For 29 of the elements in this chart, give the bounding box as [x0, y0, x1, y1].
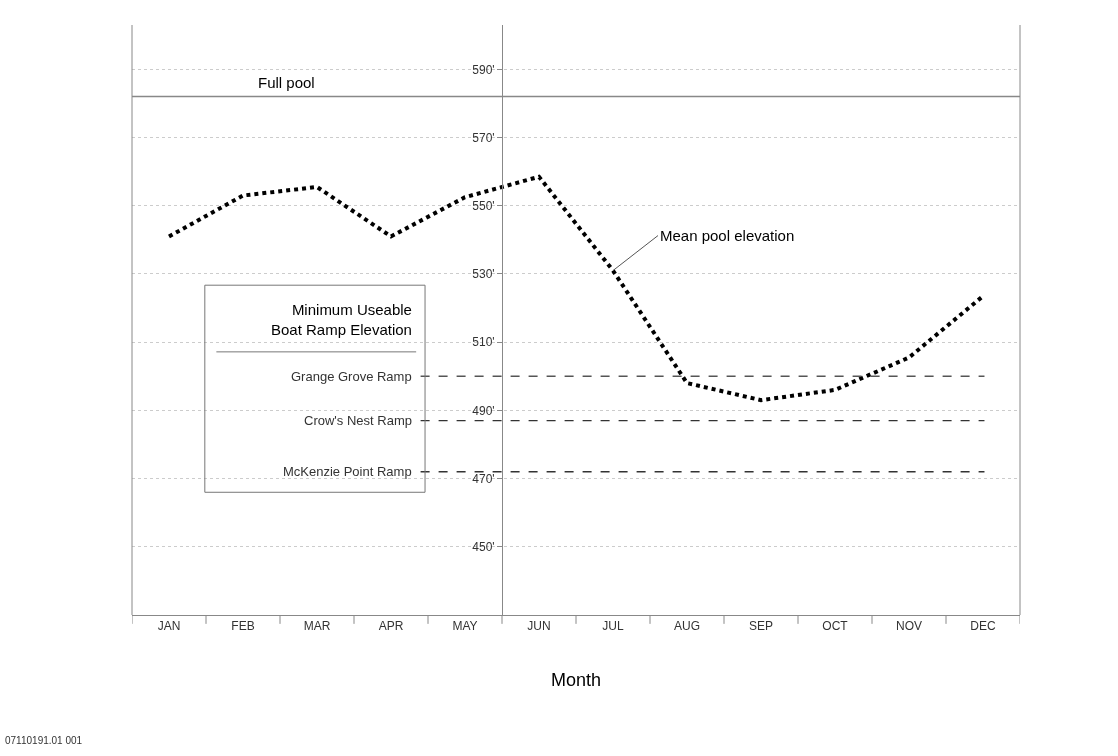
x-tick-label: JUN: [527, 619, 551, 634]
y-tick-label: 510': [472, 335, 495, 350]
line-series: [167, 174, 985, 403]
y-tick-label: 530': [472, 267, 495, 282]
y-tick-label: 490': [472, 403, 495, 418]
x-tick-label: MAY: [452, 619, 478, 634]
x-axis-title: Month: [550, 669, 602, 690]
x-tick-label: JUL: [602, 619, 624, 634]
ref-line-label: Full pool: [258, 74, 315, 91]
legend-title: Minimum Useable Boat Ramp Elevation: [271, 301, 412, 338]
text: Mean pool elevation: [660, 227, 795, 244]
x-tick-label: MAR: [303, 619, 331, 634]
x-tick-label: FEB: [231, 619, 255, 634]
x-tick-label: JAN: [157, 619, 181, 634]
ref-line-label: McKenzie Point Ramp: [283, 464, 412, 479]
y-tick-label: 570': [472, 130, 495, 145]
x-tick-label: NOV: [895, 619, 923, 634]
y-tick-label: 470': [472, 471, 495, 486]
x-tick-label: SEP: [748, 619, 774, 634]
ref-line-label: Crow's Nest Ramp: [304, 413, 412, 428]
y-tick-label: 450': [472, 539, 495, 554]
text: 07110191.01 001: [5, 735, 83, 746]
y-tick-label: 550': [472, 198, 495, 213]
x-tick-label: AUG: [673, 619, 701, 634]
x-tick-label: DEC: [970, 619, 996, 634]
y-tick-label: 590': [472, 62, 495, 77]
x-tick-label: OCT: [822, 619, 849, 634]
x-tick-label: APR: [378, 619, 404, 634]
ref-line-label: Grange Grove Ramp: [291, 369, 412, 384]
